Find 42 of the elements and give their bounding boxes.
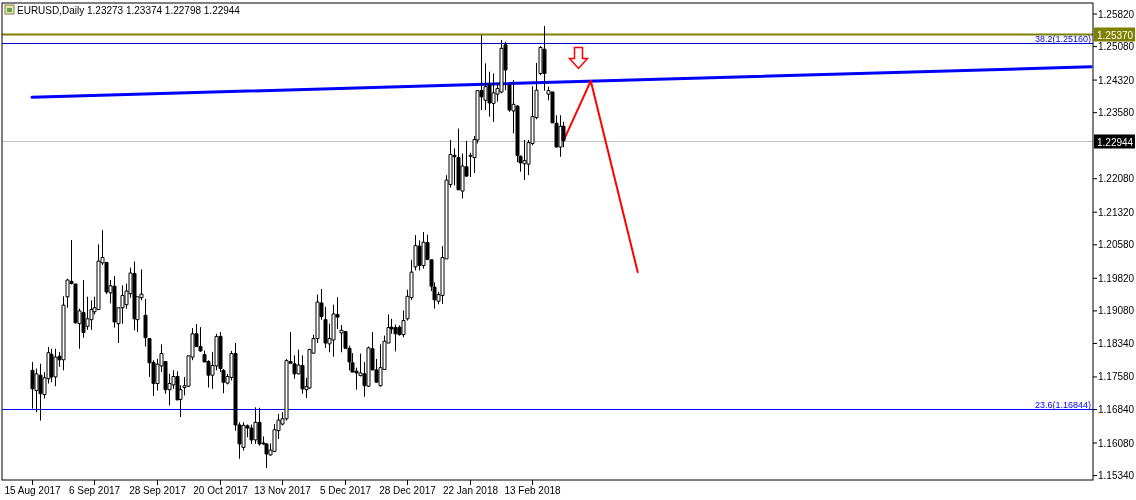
candlestick <box>339 324 344 353</box>
candlestick <box>522 139 527 181</box>
candlestick <box>558 114 563 158</box>
candlestick <box>253 406 258 445</box>
candlestick <box>491 72 496 123</box>
y-tick-label: 1.25820 <box>1098 8 1135 20</box>
ref-line-label: 1.22944 <box>1097 136 1134 148</box>
x-tick-label: 28 Dec 2017 <box>379 485 437 496</box>
y-tick-label: 1.18340 <box>1098 337 1135 349</box>
x-tick-label: 6 Sep 2017 <box>68 485 121 496</box>
y-tick-label: 1.17580 <box>1098 371 1135 383</box>
candlestick <box>38 363 43 422</box>
ref-line-label: 1.25370 <box>1097 29 1134 41</box>
y-tick-label: 1.20580 <box>1098 239 1135 251</box>
x-tick-label: 20 Oct 2017 <box>193 485 249 496</box>
candlestick <box>132 261 137 331</box>
x-tick-label: 15 Aug 2017 <box>4 485 62 496</box>
y-tick-label: 1.15340 <box>1098 470 1135 482</box>
y-tick-label: 1.21320 <box>1098 206 1135 218</box>
candlestick <box>300 354 305 395</box>
chart-title: EURUSD,Daily 1.23273 1.23374 1.22798 1.22944 <box>17 5 241 16</box>
x-tick-label: 28 Sep 2017 <box>129 485 187 496</box>
y-tick-label: 1.25080 <box>1098 41 1135 53</box>
ref-line-label: 23.6(1.16844) <box>1034 399 1091 410</box>
candlestick <box>49 348 54 383</box>
y-tick-label: 1.19820 <box>1098 272 1135 284</box>
x-tick-label: 22 Jan 2018 <box>442 485 499 496</box>
y-tick-label: 1.24320 <box>1098 74 1135 86</box>
x-tick-label: 5 Dec 2017 <box>319 485 372 496</box>
y-tick-label: 1.16840 <box>1098 404 1135 416</box>
x-tick-label: 13 Nov 2017 <box>254 485 312 496</box>
y-tick-label: 1.22080 <box>1098 173 1135 185</box>
ref-line-label: 38.2(1.25160) <box>1034 33 1091 44</box>
y-tick-label: 1.16080 <box>1098 437 1135 449</box>
candlestick <box>89 299 94 331</box>
candlestick <box>53 348 58 387</box>
candlestick <box>30 361 35 410</box>
candlestick <box>257 407 262 447</box>
y-tick-label: 1.23580 <box>1098 107 1135 119</box>
x-tick-label: 13 Feb 2018 <box>504 485 562 496</box>
candlestick <box>421 231 426 270</box>
y-tick-label: 1.19080 <box>1098 305 1135 317</box>
